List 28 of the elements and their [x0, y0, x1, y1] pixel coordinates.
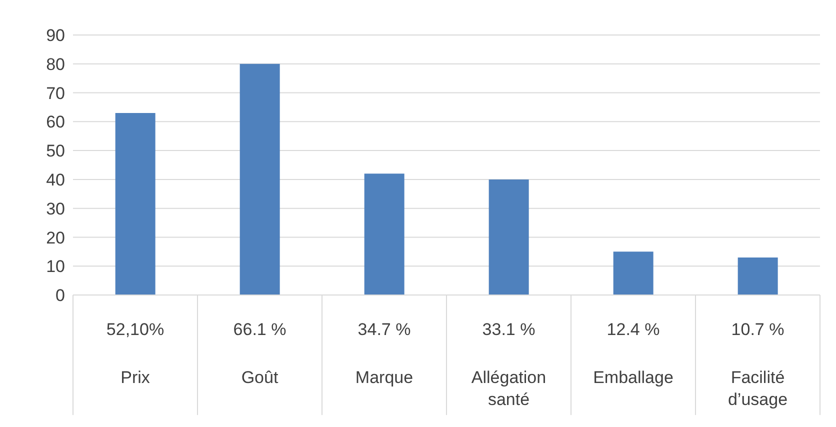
- x-tick-label: Facilité d’usage: [728, 368, 788, 409]
- text: 34.7 %: [358, 320, 411, 339]
- y-tick-label: 80: [46, 54, 65, 74]
- y-tick-label: 50: [46, 142, 65, 161]
- x-tick-label: Goût: [241, 368, 278, 387]
- x-tick-label: Marque: [355, 368, 414, 387]
- y-tick-label: 20: [46, 228, 65, 248]
- x-tick-label: Allégation santé: [471, 368, 546, 409]
- bar: [240, 64, 280, 295]
- text: 52,10%: [106, 320, 164, 339]
- y-tick-label: 40: [46, 170, 65, 190]
- x-tick-label: Prix: [120, 368, 150, 387]
- x-tick-label: Emballage: [593, 368, 674, 387]
- bar: [613, 252, 654, 295]
- y-tick-label: 70: [46, 84, 65, 103]
- bar: [738, 257, 778, 295]
- text: 66.1 %: [233, 320, 286, 339]
- bar: [364, 174, 404, 295]
- bar: [115, 113, 156, 295]
- text: 33.1 %: [482, 320, 536, 339]
- text: 12.4 %: [606, 320, 660, 339]
- y-tick-label: 90: [46, 26, 65, 46]
- y-tick-label: 30: [46, 199, 65, 218]
- text: 10.7 %: [731, 320, 784, 339]
- y-tick-label: 60: [46, 112, 65, 132]
- bar: [488, 179, 529, 295]
- y-tick-label: 0: [56, 286, 65, 306]
- y-tick-label: 10: [46, 257, 65, 276]
